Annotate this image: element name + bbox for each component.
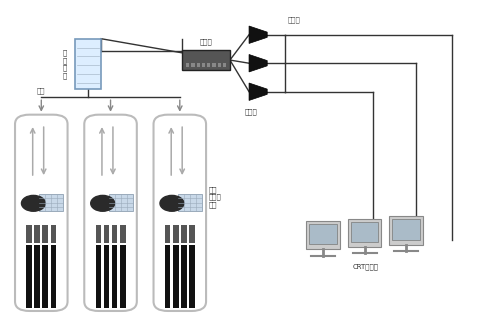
- Bar: [120, 225, 125, 244]
- Bar: [223, 63, 226, 66]
- Bar: [43, 235, 48, 241]
- Bar: [178, 194, 202, 211]
- Bar: [104, 235, 109, 241]
- FancyBboxPatch shape: [154, 115, 206, 311]
- Text: 接
收
主
机: 接 收 主 机: [63, 49, 67, 79]
- Bar: [207, 63, 210, 66]
- Bar: [120, 245, 125, 308]
- Bar: [75, 39, 101, 89]
- Bar: [35, 235, 40, 241]
- Bar: [348, 218, 381, 247]
- Bar: [217, 63, 221, 66]
- Bar: [112, 245, 117, 308]
- Bar: [173, 235, 178, 241]
- Bar: [26, 245, 32, 308]
- Bar: [165, 225, 171, 244]
- Bar: [51, 245, 57, 308]
- Polygon shape: [249, 54, 267, 72]
- Bar: [112, 235, 117, 241]
- Polygon shape: [249, 26, 267, 44]
- Bar: [120, 235, 125, 241]
- Circle shape: [91, 195, 114, 211]
- Bar: [39, 194, 63, 211]
- Bar: [95, 225, 101, 244]
- Text: 视频线: 视频线: [287, 16, 300, 23]
- Bar: [189, 245, 195, 308]
- Bar: [27, 235, 32, 241]
- Bar: [212, 63, 216, 66]
- Circle shape: [160, 195, 184, 211]
- Bar: [173, 245, 179, 308]
- Text: CRT监视器: CRT监视器: [353, 264, 379, 270]
- Bar: [98, 200, 110, 207]
- Bar: [109, 194, 133, 211]
- FancyBboxPatch shape: [84, 115, 137, 311]
- Bar: [307, 221, 340, 249]
- Bar: [389, 216, 423, 245]
- Bar: [112, 225, 117, 244]
- Bar: [189, 225, 195, 244]
- Bar: [51, 235, 56, 241]
- Bar: [26, 225, 32, 244]
- Bar: [29, 200, 41, 207]
- Bar: [103, 245, 109, 308]
- Text: 无线
视频发
射器: 无线 视频发 射器: [208, 186, 221, 208]
- Bar: [43, 245, 48, 308]
- Bar: [96, 235, 101, 241]
- Text: 解码器: 解码器: [244, 108, 257, 115]
- Bar: [196, 63, 200, 66]
- Bar: [182, 235, 186, 241]
- Bar: [181, 245, 187, 308]
- Bar: [43, 225, 48, 244]
- Bar: [103, 225, 109, 244]
- Bar: [392, 219, 420, 240]
- Bar: [181, 225, 187, 244]
- Bar: [173, 225, 179, 244]
- Bar: [167, 200, 179, 207]
- Polygon shape: [249, 83, 267, 100]
- Bar: [186, 63, 189, 66]
- Bar: [351, 222, 378, 242]
- Bar: [95, 245, 101, 308]
- Bar: [190, 235, 194, 241]
- Bar: [34, 245, 40, 308]
- Bar: [202, 63, 205, 66]
- Bar: [191, 63, 194, 66]
- Circle shape: [22, 195, 46, 211]
- Bar: [165, 235, 170, 241]
- Bar: [182, 50, 230, 70]
- Bar: [51, 225, 57, 244]
- Text: 馈线: 馈线: [36, 87, 45, 94]
- Bar: [34, 225, 40, 244]
- Bar: [309, 224, 337, 245]
- FancyBboxPatch shape: [15, 115, 68, 311]
- Text: 交换机: 交换机: [200, 38, 213, 45]
- Bar: [165, 245, 171, 308]
